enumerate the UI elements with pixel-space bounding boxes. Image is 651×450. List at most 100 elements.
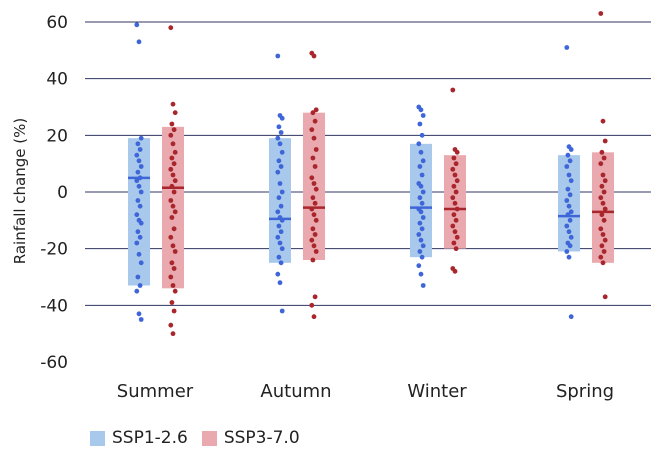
- data-point-ssp126: [134, 288, 140, 294]
- range-bar-ssp126: [410, 143, 432, 258]
- data-point-ssp370: [601, 249, 607, 254]
- data-point-ssp370: [168, 234, 174, 240]
- data-point-ssp126: [137, 234, 143, 240]
- data-point-ssp370: [600, 232, 606, 237]
- data-point-ssp126: [420, 283, 426, 288]
- data-point-ssp370: [600, 118, 606, 124]
- legend-item-ssp126: SSP1-2.6: [90, 428, 188, 448]
- range-bar-ssp370: [303, 112, 325, 261]
- data-point-ssp126: [277, 280, 283, 286]
- data-point-ssp370: [598, 11, 604, 16]
- data-point-ssp370: [600, 260, 606, 266]
- data-point-ssp370: [168, 322, 174, 328]
- data-point-ssp126: [278, 229, 284, 235]
- data-point-ssp370: [168, 198, 174, 203]
- data-point-ssp126: [135, 141, 141, 147]
- data-point-ssp370: [313, 249, 319, 254]
- data-point-ssp126: [278, 130, 284, 135]
- data-point-ssp370: [450, 195, 456, 201]
- data-point-ssp370: [310, 257, 316, 263]
- data-point-ssp370: [599, 212, 605, 218]
- data-point-ssp126: [138, 135, 144, 141]
- data-point-ssp126: [420, 113, 426, 118]
- data-point-ssp370: [602, 237, 608, 243]
- data-point-ssp126: [136, 183, 142, 189]
- data-point-ssp370: [311, 135, 317, 141]
- data-point-ssp370: [171, 226, 177, 232]
- data-point-ssp126: [419, 254, 425, 260]
- data-point-ssp370: [602, 206, 608, 212]
- data-point-ssp126: [417, 164, 423, 169]
- data-point-ssp126: [417, 220, 423, 226]
- data-point-ssp370: [599, 183, 605, 189]
- data-point-ssp126: [566, 203, 572, 209]
- data-point-ssp370: [453, 161, 459, 167]
- data-point-ssp126: [420, 158, 426, 164]
- data-point-ssp370: [172, 178, 178, 184]
- data-point-ssp126: [564, 45, 570, 50]
- data-point-ssp126: [417, 121, 423, 127]
- y-tick-label: -20: [40, 240, 68, 260]
- data-point-ssp370: [311, 314, 317, 320]
- data-point-ssp126: [138, 220, 144, 226]
- data-point-ssp126: [135, 198, 141, 203]
- data-point-ssp370: [168, 166, 174, 172]
- data-point-ssp370: [313, 217, 319, 223]
- data-point-ssp370: [451, 212, 457, 218]
- data-point-ssp126: [568, 234, 574, 240]
- data-point-ssp126: [278, 203, 284, 209]
- data-point-ssp126: [420, 215, 426, 220]
- data-point-ssp126: [565, 186, 571, 192]
- data-point-ssp126: [138, 189, 144, 195]
- data-point-ssp370: [602, 178, 608, 184]
- data-point-ssp370: [309, 175, 315, 181]
- data-point-ssp126: [417, 249, 423, 254]
- y-tick-label: 20: [46, 126, 68, 146]
- data-point-ssp370: [600, 172, 606, 178]
- data-point-ssp126: [564, 198, 570, 203]
- data-point-ssp126: [276, 223, 282, 229]
- x-category-label: Winter: [407, 381, 467, 402]
- data-point-ssp370: [170, 172, 176, 178]
- data-point-ssp370: [599, 149, 605, 155]
- data-point-ssp126: [566, 229, 572, 235]
- data-point-ssp126: [278, 260, 284, 266]
- range-bar-ssp126: [558, 155, 580, 252]
- data-point-ssp126: [275, 271, 281, 277]
- data-point-ssp370: [313, 186, 319, 192]
- data-point-ssp370: [168, 274, 174, 280]
- data-point-ssp126: [416, 232, 422, 237]
- data-point-ssp126: [279, 246, 285, 252]
- data-point-ssp370: [454, 178, 460, 184]
- data-point-ssp126: [134, 178, 140, 184]
- data-point-ssp126: [136, 251, 142, 257]
- data-point-ssp370: [452, 229, 458, 235]
- data-point-ssp126: [275, 169, 281, 175]
- x-axis-categories: Summer Autumn Winter Spring: [117, 381, 614, 402]
- data-point-ssp126: [277, 240, 283, 246]
- data-point-ssp126: [277, 181, 283, 186]
- data-point-ssp126: [416, 263, 422, 269]
- data-point-ssp370: [309, 302, 315, 308]
- data-point-ssp126: [275, 135, 281, 141]
- data-point-ssp126: [418, 107, 424, 113]
- data-point-ssp126: [136, 158, 142, 164]
- range-bar-ssp370: [592, 152, 614, 263]
- x-category-label: Autumn: [260, 381, 331, 402]
- y-tick-label: -40: [40, 296, 68, 316]
- data-point-ssp370: [312, 294, 318, 300]
- data-point-ssp126: [416, 141, 422, 147]
- legend: SSP1-2.6 SSP3-7.0: [90, 428, 314, 448]
- data-point-ssp126: [566, 172, 572, 178]
- data-point-ssp370: [171, 161, 177, 167]
- x-category-label: Summer: [117, 381, 194, 402]
- data-point-ssp370: [168, 25, 174, 31]
- y-tick-label: 40: [46, 70, 68, 90]
- data-point-ssp370: [310, 155, 316, 161]
- data-point-ssp370: [169, 260, 175, 266]
- data-point-ssp126: [137, 203, 143, 209]
- data-point-ssp126: [134, 212, 140, 218]
- data-point-ssp370: [450, 87, 456, 93]
- data-point-ssp126: [275, 209, 281, 215]
- data-point-ssp370: [451, 155, 457, 161]
